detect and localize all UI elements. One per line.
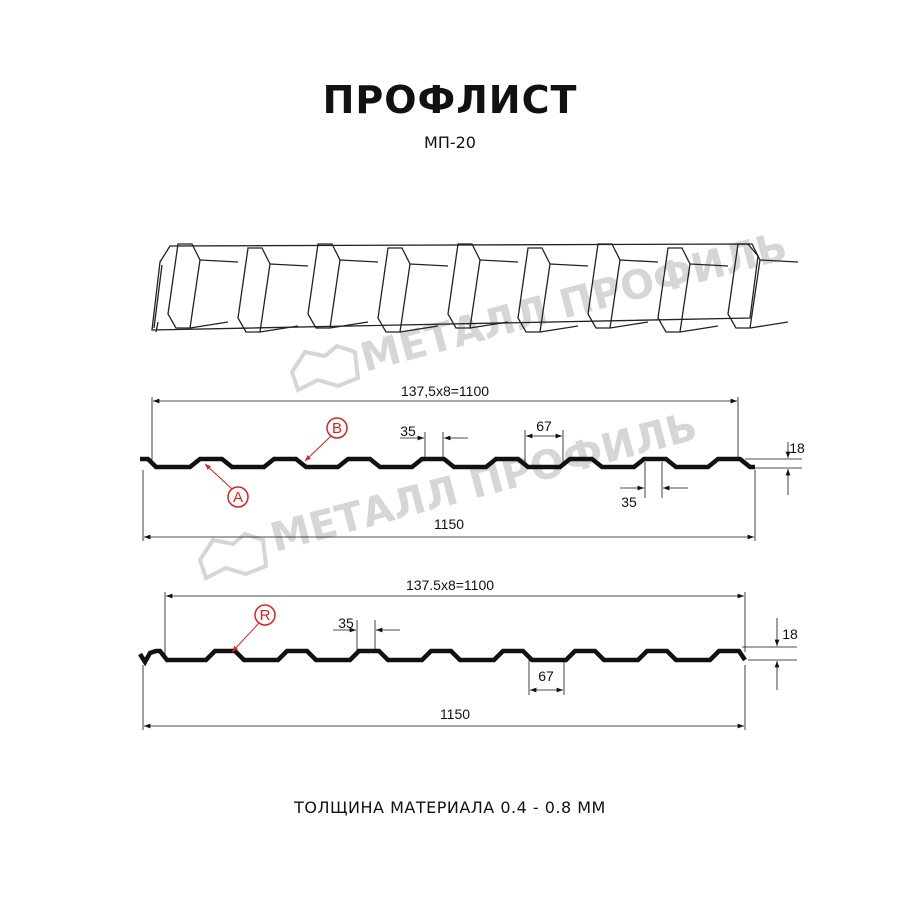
watermark-logo-icon <box>289 343 361 393</box>
sheet-rib <box>167 243 201 329</box>
dim-height: 18 <box>789 440 805 456</box>
profile-1-line <box>140 456 755 470</box>
sheet-rib-edge <box>259 263 309 333</box>
marker-r: R <box>231 604 276 653</box>
sheet-rib <box>377 247 411 333</box>
svg-text:R: R <box>260 607 271 624</box>
dim-valley-width: 35 <box>621 494 637 510</box>
dim-rib-base: 67 <box>538 668 554 684</box>
marker-a: A <box>204 463 249 508</box>
sheet-3d-illustration <box>151 243 799 333</box>
dim-useful-width: 137.5x8=1100 <box>406 577 494 593</box>
sheet-rib-edge <box>679 263 729 333</box>
model-name: МП-20 <box>424 133 476 152</box>
dim-useful-width: 137,5x8=1100 <box>401 383 489 399</box>
dim-rib-base: 67 <box>536 418 552 434</box>
profile-1-drawing: 137,5x8=1100 1150 35 67 35 18 A B <box>140 383 805 541</box>
profile-2-drawing: 137.5x8=1100 1150 35 67 18 R <box>138 577 798 730</box>
sheet-rib-edge <box>609 259 659 329</box>
svg-text:A: A <box>233 489 243 506</box>
dim-total-width: 1150 <box>434 516 464 532</box>
sheet-rib <box>307 243 341 329</box>
watermark-2: МЕТАЛЛ ПРОФИЛЬ <box>197 403 702 581</box>
svg-text:B: B <box>332 420 342 437</box>
watermark-text: МЕТАЛЛ ПРОФИЛЬ <box>356 223 792 381</box>
sheet-rib-edge <box>189 259 239 329</box>
sheet-rib-edge <box>539 263 589 333</box>
sheet-rib-edge <box>749 259 799 329</box>
page-title: ПРОФЛИСТ <box>322 78 578 122</box>
sheet-rib <box>237 247 271 333</box>
material-thickness: ТОЛЩИНА МАТЕРИАЛА 0.4 - 0.8 ММ <box>294 798 606 817</box>
marker-b: B <box>304 417 348 462</box>
sheet-rib-edge <box>329 259 379 329</box>
sheet-edge <box>153 264 163 333</box>
watermark-logo-icon <box>197 531 269 581</box>
dim-total-width: 1150 <box>440 706 470 722</box>
sheet-rib-edge <box>399 263 449 333</box>
dim-height: 18 <box>782 626 798 642</box>
profile-2-line <box>138 648 747 667</box>
sheet-rib-edge <box>469 259 519 329</box>
dim-crest-width: 35 <box>400 423 416 439</box>
dim-crest-width: 35 <box>338 615 354 631</box>
